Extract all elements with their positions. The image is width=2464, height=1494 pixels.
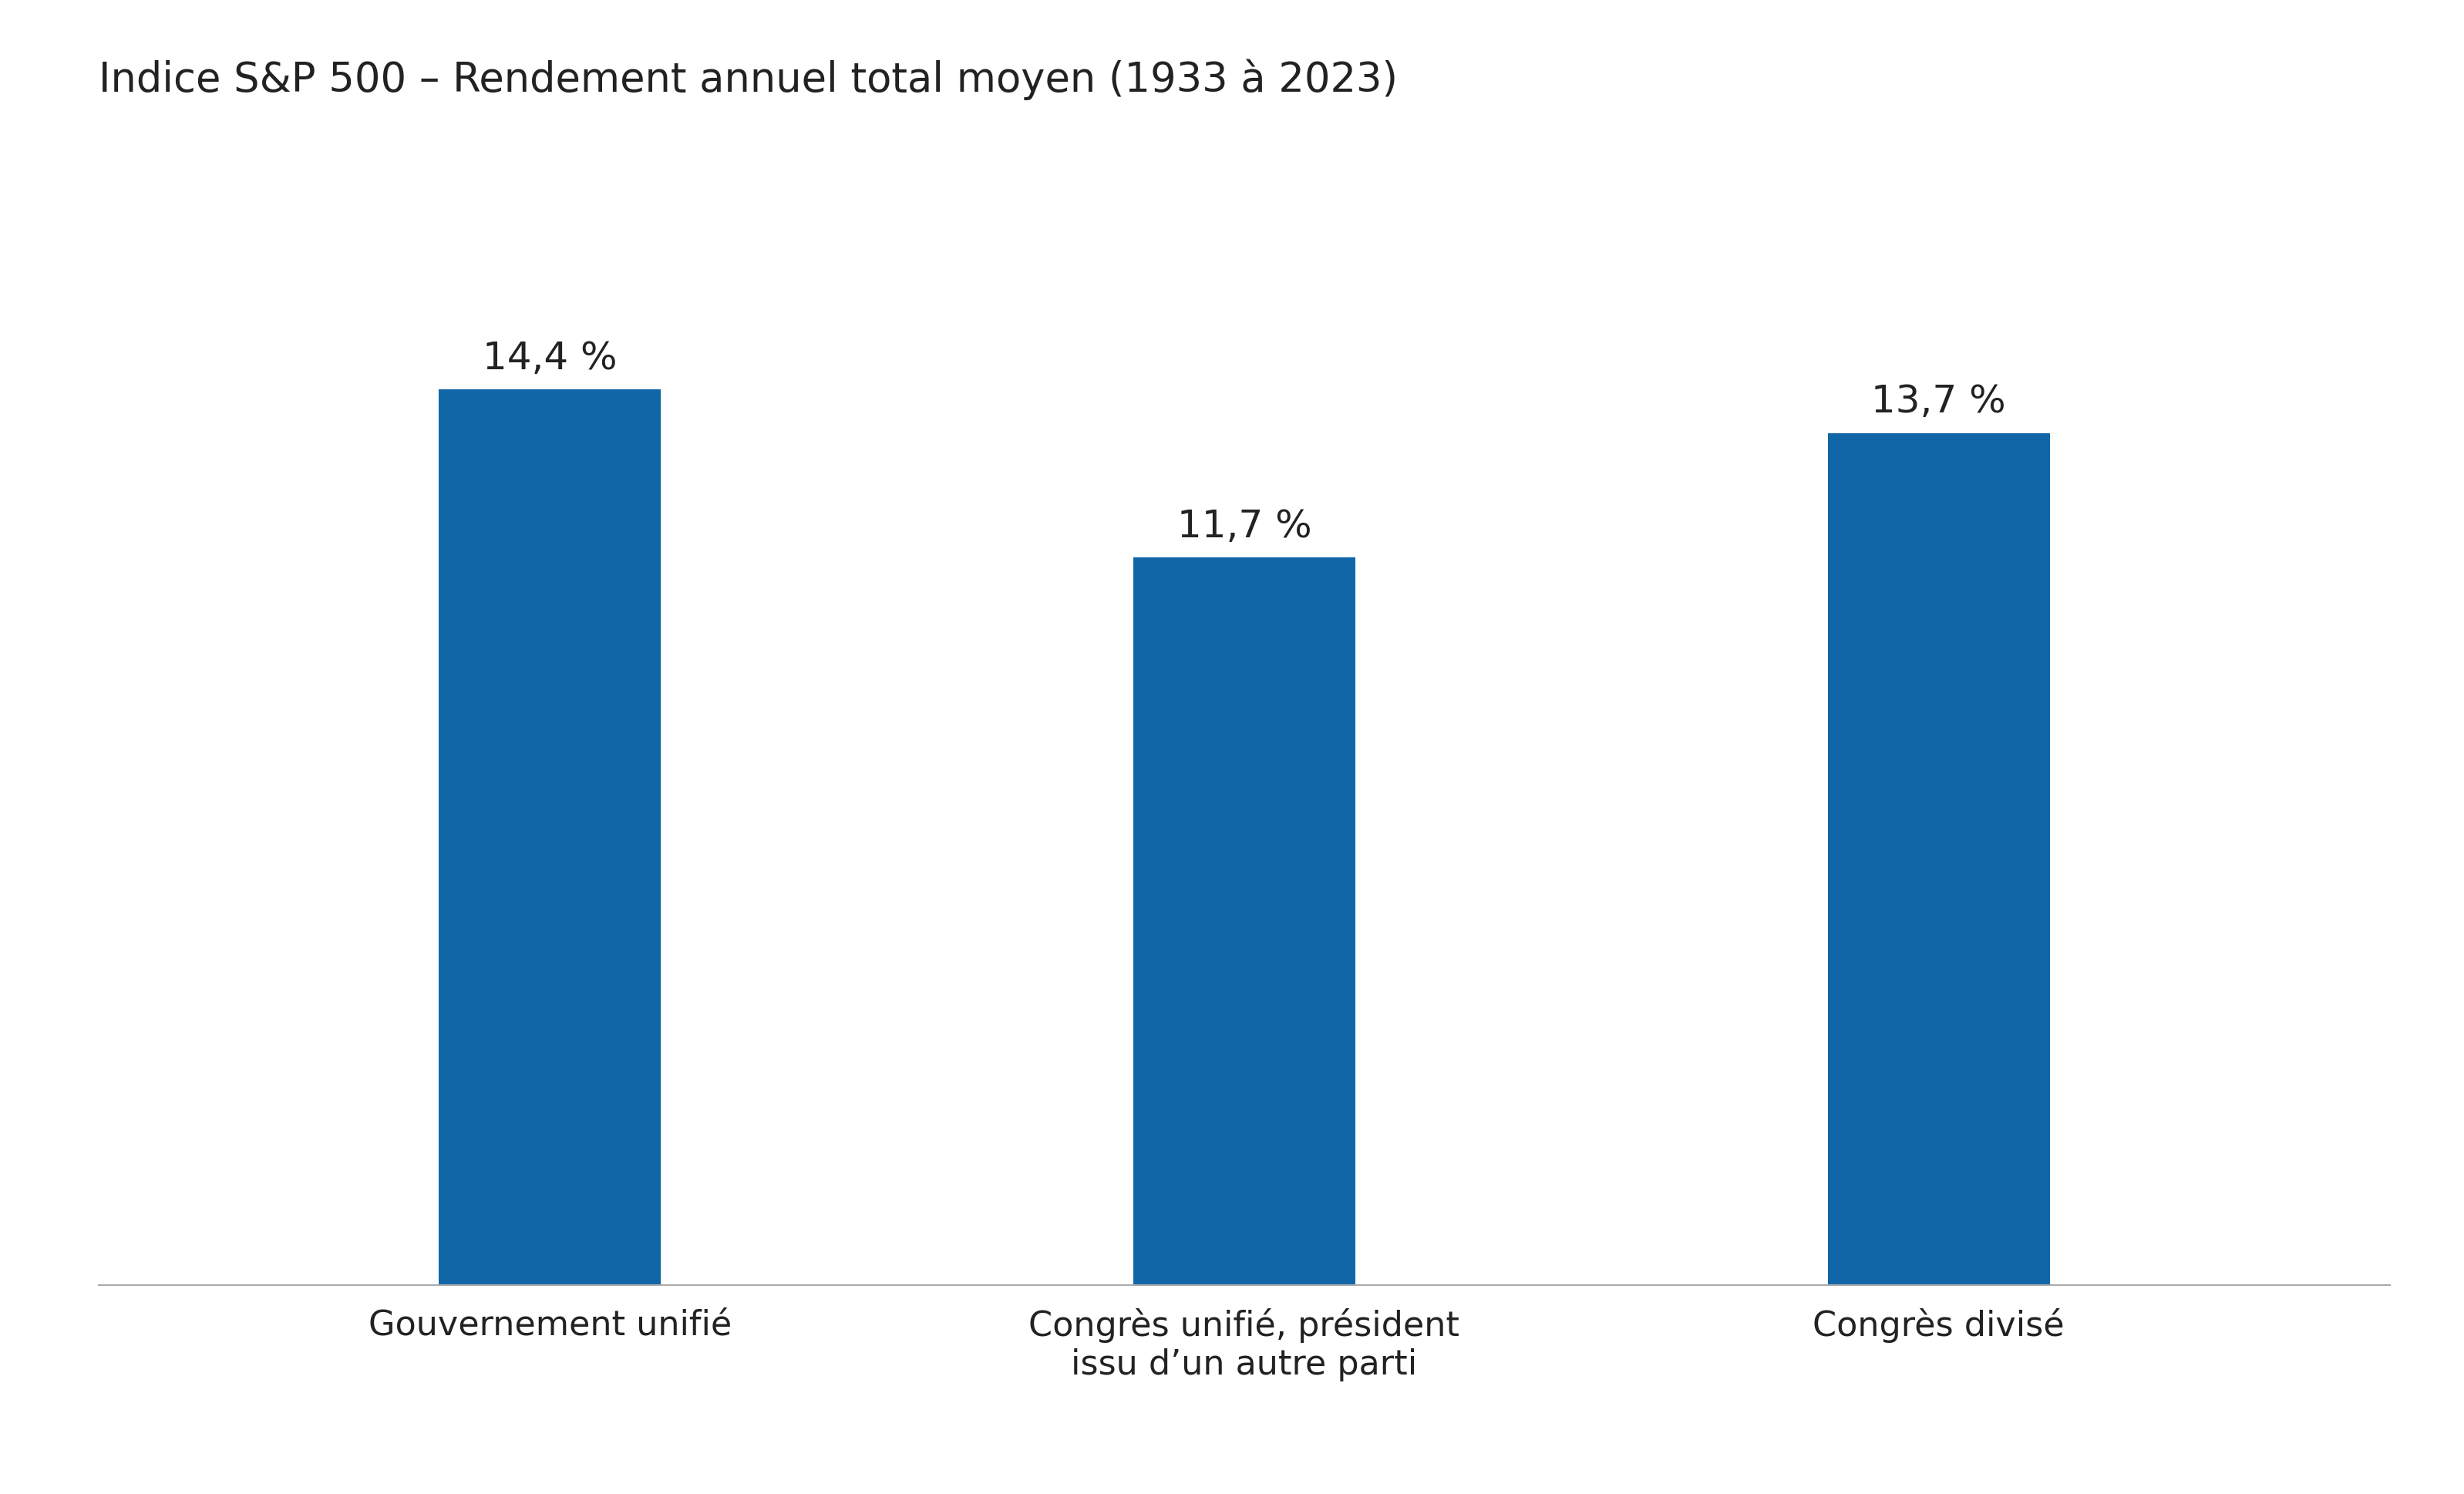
Text: 13,7 %: 13,7 % <box>1870 384 2006 420</box>
Text: 14,4 %: 14,4 % <box>483 341 616 376</box>
Bar <box>1133 557 1355 1285</box>
Bar <box>1828 433 2050 1285</box>
Text: 11,7 %: 11,7 % <box>1178 508 1311 545</box>
Text: Indice S&P 500 – Rendement annuel total moyen (1933 à 2023): Indice S&P 500 – Rendement annuel total … <box>99 58 1397 100</box>
Bar <box>439 390 660 1285</box>
